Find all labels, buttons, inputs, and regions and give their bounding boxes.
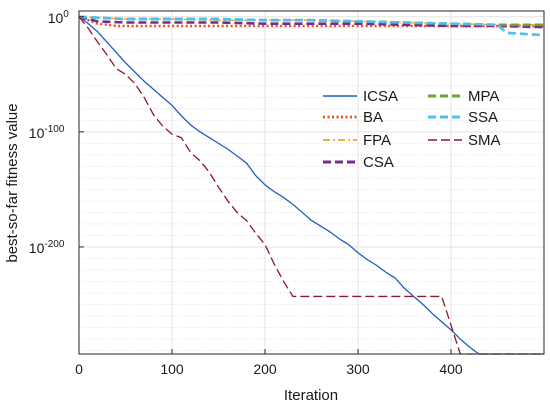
grid [78,11,544,354]
legend-label-fpa: FPA [363,132,391,149]
series-lines [78,15,545,355]
y-axis: 100 10-100 10-200 [29,9,84,256]
x-axis: 0 100 200 300 400 [75,349,463,377]
x-tick-label-2: 200 [253,361,277,377]
series-line-icsa [78,16,544,355]
series-line-sma [78,16,544,355]
legend: ICSA MPA BA SSA FPA SMA CSA [323,88,501,171]
legend-label-ssa: SSA [468,109,498,126]
series-line-csa [78,15,545,29]
y-axis-title: best-so-far fitness value [4,103,21,262]
x-tick-label-3: 300 [346,361,370,377]
y-tick-label-2: 10-200 [29,239,65,256]
legend-label-sma: SMA [468,132,501,149]
x-tick-label-1: 100 [160,361,184,377]
x-tick-label-4: 400 [439,361,463,377]
series-line-ba [78,15,544,28]
y-tick-label-1: 10-100 [29,124,65,141]
legend-label-icsa: ICSA [363,88,398,105]
y-tick-label-0: 100 [48,9,70,26]
legend-label-mpa: MPA [468,88,499,105]
x-tick-label-0: 0 [75,361,83,377]
legend-label-csa: CSA [363,154,394,171]
plot-frame [78,10,545,355]
legend-label-ba: BA [363,109,383,126]
x-axis-title: Iteration [284,387,338,404]
series-line-ssa [78,15,545,37]
